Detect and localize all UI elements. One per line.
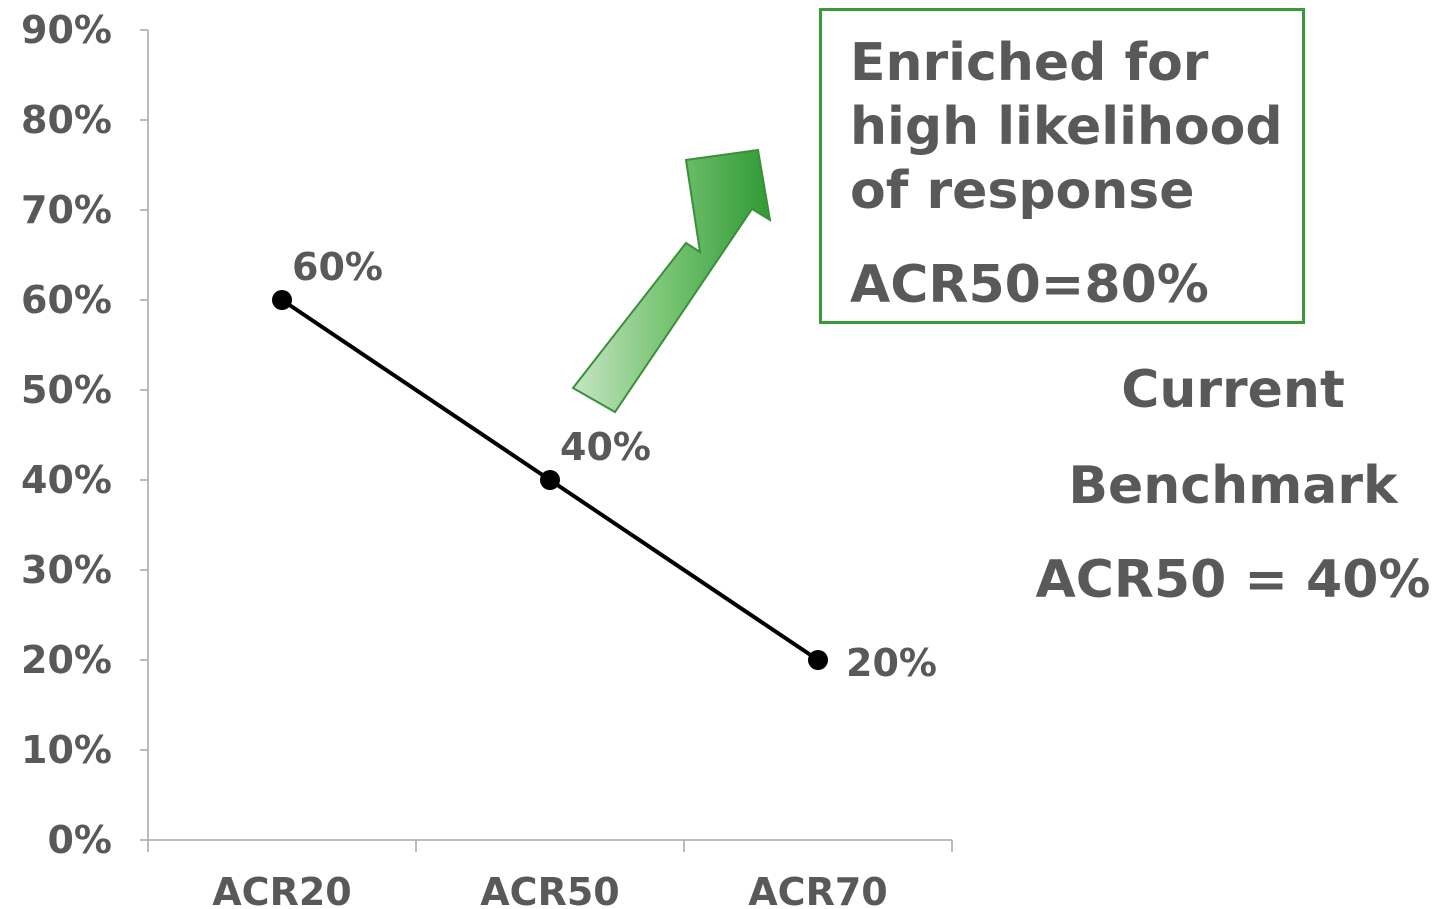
- x-tick-label: ACR20: [212, 870, 351, 909]
- data-point: [540, 470, 560, 490]
- y-axis-ticks: 0% 10% 20% 30% 40% 50% 60% 70% 80% 90%: [21, 8, 148, 862]
- data-label: 60%: [292, 245, 383, 289]
- benchmark-line-1: Current: [1121, 360, 1345, 420]
- benchmark-line-2: Benchmark: [1068, 456, 1398, 516]
- x-tick-label: ACR50: [480, 870, 619, 909]
- callout-line-2: high likelihood: [850, 97, 1283, 157]
- benchmark-line-3: ACR50 = 40%: [1035, 550, 1431, 610]
- callout-result: ACR50=80%: [850, 255, 1209, 315]
- y-tick-label: 20%: [21, 638, 112, 682]
- chart-axes: [147, 30, 952, 841]
- data-label: 40%: [560, 425, 651, 469]
- data-label: 20%: [846, 641, 937, 685]
- y-tick-label: 0%: [47, 818, 112, 862]
- y-tick-label: 70%: [21, 188, 112, 232]
- y-tick-label: 40%: [21, 458, 112, 502]
- y-tick-label: 10%: [21, 728, 112, 772]
- series-line-group: [272, 290, 828, 670]
- callout-line-1: Enriched for: [850, 33, 1209, 93]
- callout-box: Enriched for high likelihood of response…: [819, 8, 1305, 324]
- up-right-arrow-icon: [571, 148, 772, 414]
- x-tick-label: ACR70: [748, 870, 887, 909]
- callout-line-3: of response: [850, 161, 1195, 221]
- data-point: [272, 290, 292, 310]
- y-tick-label: 90%: [21, 8, 112, 52]
- y-tick-label: 60%: [21, 278, 112, 322]
- x-axis-ticks: ACR20 ACR50 ACR70: [147, 840, 953, 909]
- data-labels: 60% 40% 20%: [292, 245, 937, 685]
- y-tick-label: 30%: [21, 548, 112, 592]
- y-tick-label: 80%: [21, 98, 112, 142]
- data-point: [808, 650, 828, 670]
- y-tick-label: 50%: [21, 368, 112, 412]
